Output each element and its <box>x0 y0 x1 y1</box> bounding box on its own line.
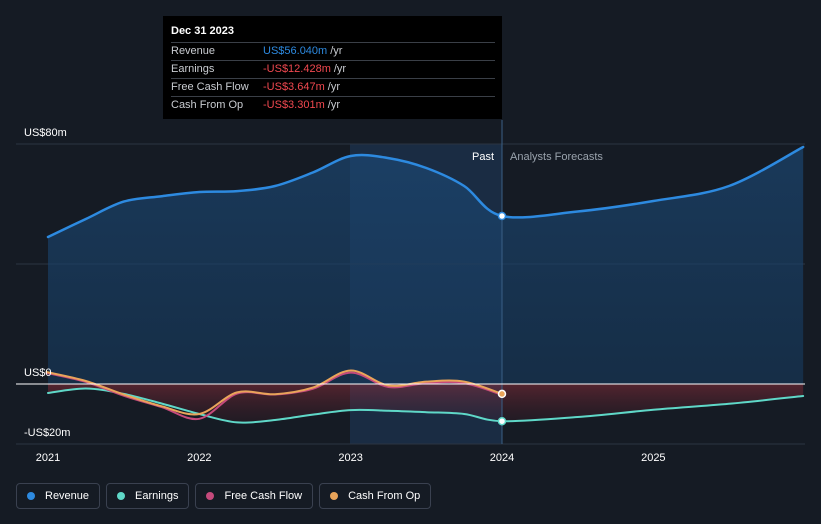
legend-item-earnings[interactable]: Earnings <box>106 483 190 509</box>
revenue-marker <box>497 211 507 221</box>
chart-lines <box>45 145 805 424</box>
cash-from-op-marker <box>497 389 507 399</box>
cash-from-op-line <box>45 369 503 416</box>
tooltip-row-revenue: Revenue US$56.040m /yr <box>171 42 495 60</box>
tooltip-unit: /yr <box>333 63 347 75</box>
tooltip-value: -US$3.301m <box>263 99 325 111</box>
tooltip: Dec 31 2023 Revenue US$56.040m /yr Earni… <box>163 16 502 119</box>
legend-item-revenue[interactable]: Revenue <box>16 483 101 509</box>
earnings-line <box>47 387 805 424</box>
legend-label: Free Cash Flow <box>224 490 303 502</box>
tooltip-row-cash-from-op: Cash From Op -US$3.301m /yr <box>171 96 495 114</box>
legend-dot-icon <box>206 492 215 500</box>
tooltip-label: Free Cash Flow <box>171 81 249 93</box>
legend-label: Earnings <box>135 490 179 502</box>
y-tick-label: US$0 <box>24 367 52 379</box>
tooltip-label: Cash From Op <box>171 99 244 111</box>
x-tick-label: 2022 <box>187 452 211 464</box>
legend-item-free-cash-flow[interactable]: Free Cash Flow <box>195 483 314 509</box>
x-tick-label: 2021 <box>36 452 60 464</box>
tooltip-unit: /yr <box>327 81 340 93</box>
legend-dot-icon <box>330 492 339 500</box>
tooltip-value: US$56.040m <box>263 45 328 57</box>
legend-dot-icon <box>117 492 126 500</box>
past-label: Past <box>472 151 494 163</box>
tooltip-date: Dec 31 2023 <box>171 25 234 37</box>
y-tick-label: -US$20m <box>24 427 70 439</box>
forecast-label: Analysts Forecasts <box>510 151 603 163</box>
tooltip-value: -US$3.647m <box>263 81 325 93</box>
tooltip-row-free-cash-flow: Free Cash Flow -US$3.647m /yr <box>171 78 495 96</box>
legend: Revenue Earnings Free Cash Flow Cash Fro… <box>16 483 432 511</box>
y-axis-labels: US$80m US$0 -US$20m <box>24 127 70 439</box>
x-tick-label: 2024 <box>490 452 514 464</box>
legend-label: Cash From Op <box>348 490 421 502</box>
legend-label: Revenue <box>45 490 90 502</box>
legend-item-cash-from-op[interactable]: Cash From Op <box>319 483 432 509</box>
x-tick-label: 2025 <box>641 452 665 464</box>
tooltip-label: Earnings <box>171 63 215 75</box>
tooltip-value: -US$12.428m <box>263 63 331 75</box>
revenue-line <box>46 145 805 239</box>
x-tick-label: 2023 <box>338 452 362 464</box>
x-axis-labels: 2021 2022 2023 2024 2025 <box>36 452 666 464</box>
chart-markers <box>497 211 507 426</box>
revenue-area <box>48 147 804 384</box>
tooltip-label: Revenue <box>171 45 216 57</box>
tooltip-unit: /yr <box>330 45 343 57</box>
earnings-marker <box>497 416 507 426</box>
tooltip-row-earnings: Earnings -US$12.428m /yr <box>171 60 495 78</box>
legend-dot-icon <box>27 492 35 500</box>
tooltip-unit: /yr <box>327 99 340 111</box>
y-tick-label: US$80m <box>24 127 67 139</box>
